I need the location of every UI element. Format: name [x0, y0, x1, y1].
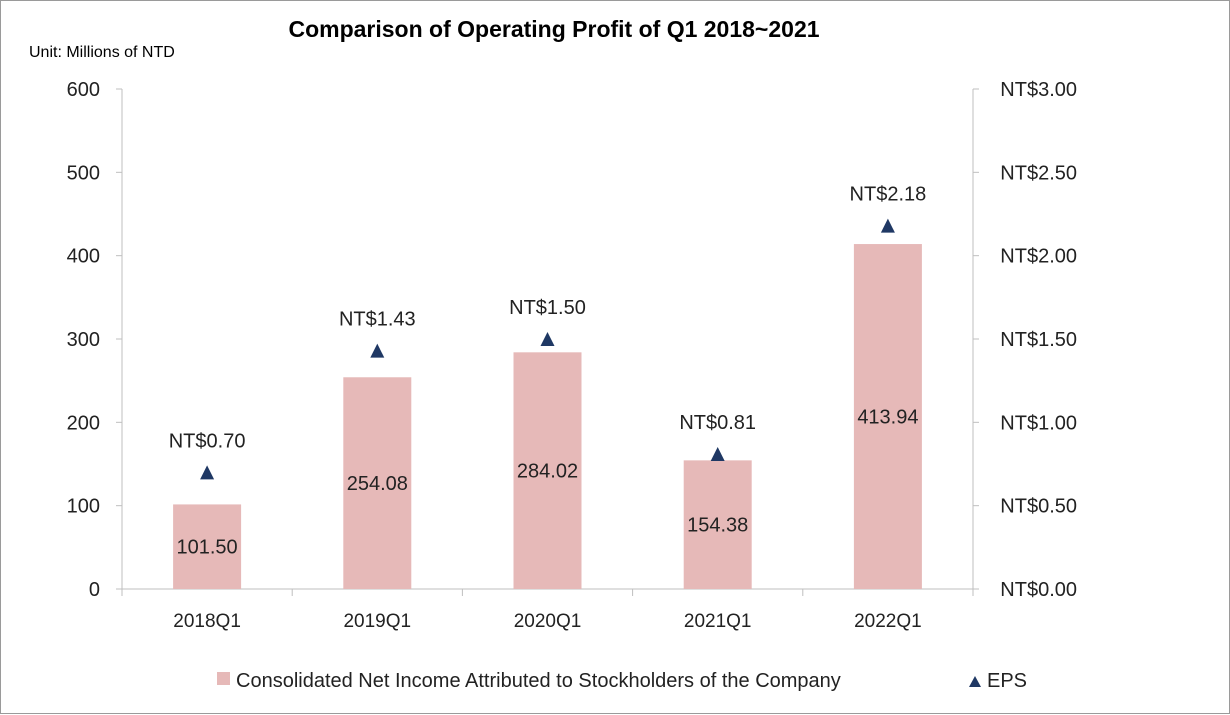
bar-data-label: 284.02: [517, 461, 578, 483]
eps-data-label: NT$1.43: [339, 309, 416, 331]
bar-data-label: 101.50: [177, 537, 238, 559]
legend-swatch-eps: [969, 676, 981, 687]
y2-tick-label: NT$1.50: [1000, 329, 1077, 351]
y2-tick-label: NT$2.00: [1000, 246, 1077, 268]
bar: [173, 504, 242, 589]
bar: [853, 244, 922, 590]
eps-series: NT$0.70 NT$1.43 NT$1.50 NT$0.81 NT$2.18: [169, 184, 927, 480]
y2-tick-label: NT$0.00: [1000, 579, 1077, 601]
y2-tick-label: NT$3.00: [1000, 79, 1077, 101]
eps-data-label: NT$2.18: [850, 184, 927, 206]
eps-marker: [370, 343, 385, 358]
y2-tick-label: NT$0.50: [1000, 496, 1077, 518]
x-tick-label: 2022Q1: [854, 611, 922, 632]
eps-data-label: NT$0.81: [679, 412, 756, 434]
bar-data-label: 254.08: [347, 473, 408, 495]
y-tick-label: 0: [89, 579, 100, 601]
y-tick-label: 100: [67, 496, 100, 518]
legend: Consolidated Net Income Attributed to St…: [217, 670, 1027, 692]
x-tick-label: 2020Q1: [514, 611, 582, 632]
eps-marker: [880, 218, 895, 233]
y2-tick-label: NT$1.00: [1000, 412, 1077, 434]
y-tick-label: 600: [67, 79, 100, 101]
x-tick-label: 2019Q1: [343, 611, 411, 632]
y2-tick-label: NT$2.50: [1000, 162, 1077, 184]
eps-data-label: NT$1.50: [509, 297, 586, 319]
chart-title: Comparison of Operating Profit of Q1 201…: [288, 16, 819, 42]
axes: 0 100 200 300 400 500 600 NT$0.00 NT$0.50 NT$1.00…: [67, 79, 1077, 632]
eps-marker: [710, 447, 725, 461]
y-tick-label: 400: [67, 246, 100, 268]
bar-data-label: 154.38: [687, 515, 748, 537]
bar-data-label: 413.94: [857, 407, 918, 429]
eps-data-label: NT$0.70: [169, 430, 246, 452]
y-tick-label: 500: [67, 162, 100, 184]
bar: [513, 352, 582, 589]
bar-series: 101.50 254.08 284.02 154.38 413.94: [173, 244, 922, 590]
legend-label-eps: EPS: [987, 670, 1027, 692]
legend-swatch-net-income: [217, 672, 230, 685]
x-tick-label: 2018Q1: [173, 611, 241, 632]
bar: [343, 377, 412, 589]
bar: [683, 460, 752, 589]
x-tick-label: 2021Q1: [684, 611, 752, 632]
eps-marker: [200, 465, 215, 480]
eps-marker: [540, 332, 555, 346]
y-tick-label: 200: [67, 412, 100, 434]
unit-label: Unit: Millions of NTD: [29, 44, 175, 61]
legend-label-net-income: Consolidated Net Income Attributed to St…: [236, 670, 841, 692]
y-tick-label: 300: [67, 329, 100, 351]
